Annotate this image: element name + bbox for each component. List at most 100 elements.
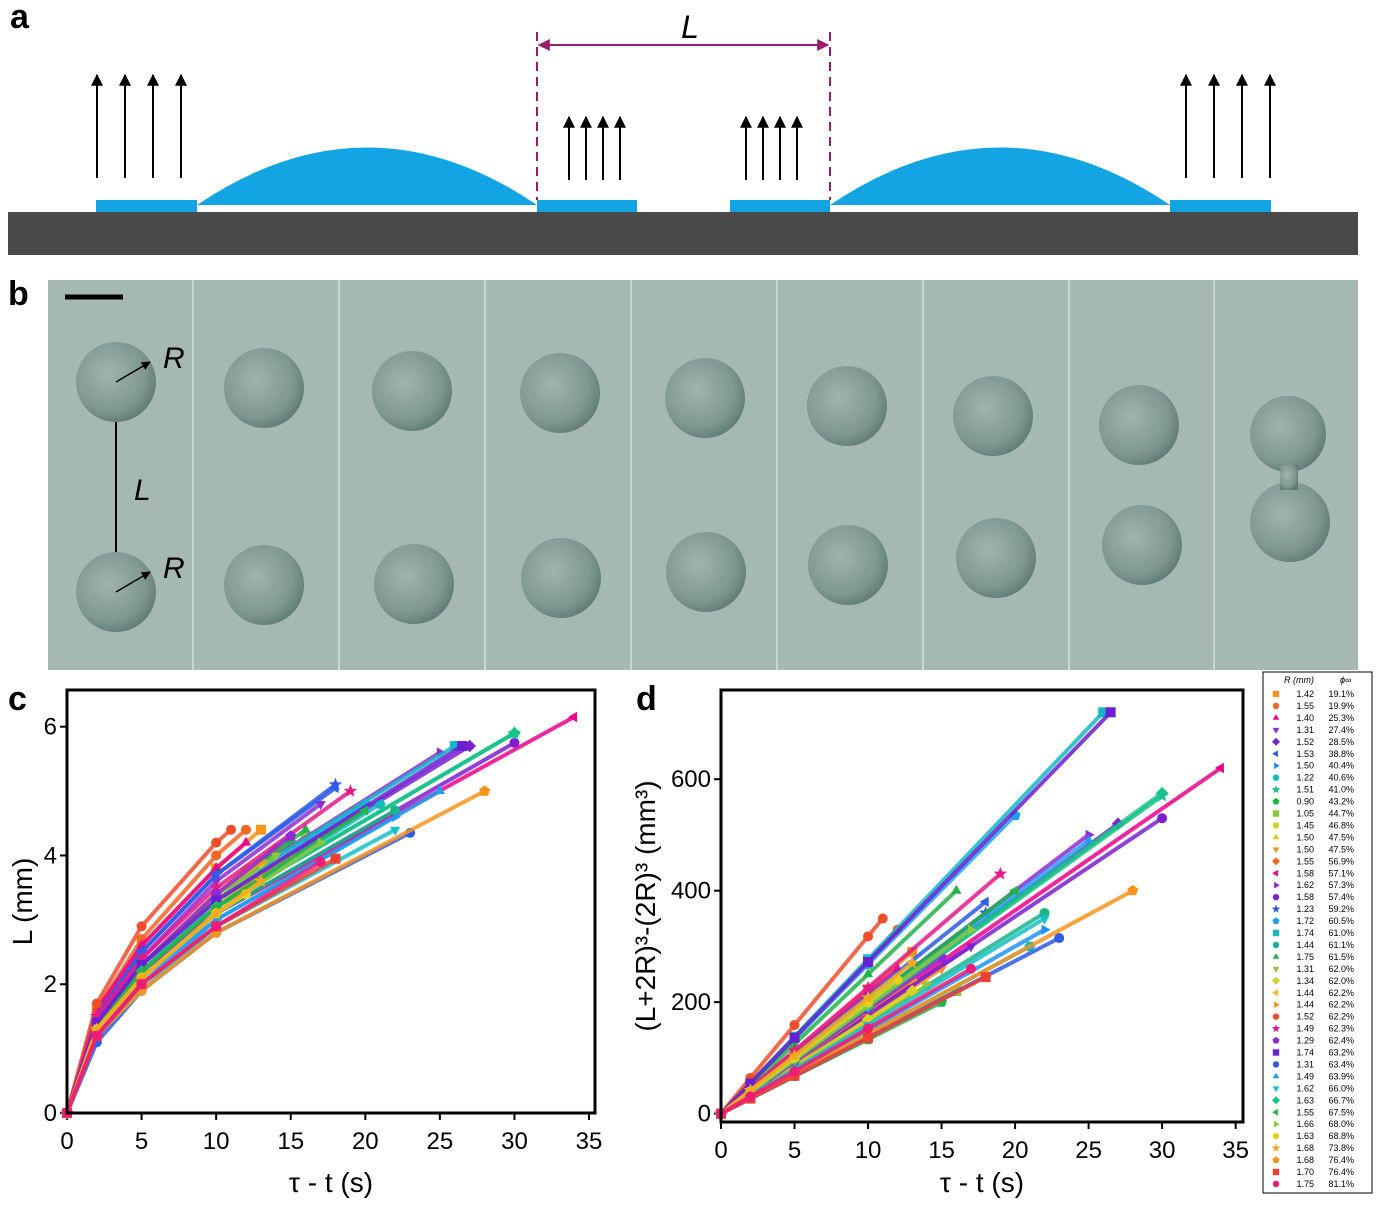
panel-label: c	[8, 680, 27, 718]
marker	[1105, 707, 1116, 718]
legend-phi: 57.1%	[1328, 868, 1354, 878]
y-tick-label: 200	[671, 989, 711, 1016]
legend-phi: 63.4%	[1328, 1059, 1354, 1069]
x-axis-label: τ - t (s)	[289, 1167, 373, 1198]
legend-phi: 63.2%	[1328, 1048, 1354, 1058]
legend-marker	[1272, 941, 1280, 949]
legend-r: 1.05	[1296, 809, 1314, 819]
legend-phi: 44.7%	[1328, 809, 1354, 819]
x-tick-label: 5	[788, 1137, 801, 1164]
legend-r: 1.44	[1296, 988, 1314, 998]
photo-sequence: R L R b	[8, 275, 1358, 670]
legend-marker	[1272, 833, 1280, 840]
x-tick-label: 10	[855, 1137, 882, 1164]
legend-marker	[1272, 893, 1280, 901]
panel-label: d	[636, 680, 657, 718]
legend-marker	[1272, 847, 1280, 854]
marker	[568, 711, 578, 723]
marker	[270, 852, 281, 862]
legend-marker	[1272, 737, 1280, 746]
marker	[877, 913, 888, 924]
legend-r: 1.44	[1296, 1000, 1314, 1010]
legend-phi: 62.0%	[1328, 976, 1354, 986]
substrate	[8, 212, 1358, 255]
series-line	[65, 802, 367, 1114]
legend-r: 1.74	[1296, 1048, 1314, 1058]
series-line	[719, 710, 1113, 1115]
legend-phi: 60.5%	[1328, 916, 1354, 926]
marker	[211, 837, 222, 848]
x-tick-label: 15	[277, 1128, 304, 1155]
marker	[789, 1032, 800, 1043]
legend-marker	[1272, 976, 1280, 985]
legend-header: ϕ∞	[1340, 675, 1351, 685]
radius-label: R	[163, 552, 185, 585]
legend-r: 1.55	[1296, 701, 1314, 711]
legend-marker	[1272, 953, 1280, 959]
y-tick-label: 0	[698, 1101, 711, 1128]
legend-marker	[1272, 929, 1280, 937]
x-tick-label: 15	[928, 1137, 955, 1164]
legend-r: 1.29	[1296, 1036, 1314, 1046]
legend-marker	[1274, 881, 1280, 889]
legend-r: 1.75	[1296, 952, 1314, 962]
film	[730, 200, 830, 213]
marker	[240, 836, 252, 846]
legend-r: 1.74	[1296, 928, 1314, 938]
legend-phi: 47.5%	[1328, 832, 1354, 842]
legend-phi: 40.4%	[1328, 761, 1354, 771]
legend-phi: 61.5%	[1328, 952, 1354, 962]
legend-phi: 56.9%	[1328, 856, 1354, 866]
legend-phi: 28.5%	[1328, 737, 1354, 747]
legend-phi: 81.1%	[1328, 1179, 1354, 1189]
legend-r: 1.34	[1296, 976, 1314, 986]
marker	[508, 726, 521, 740]
marker	[315, 856, 326, 867]
x-tick-label: 20	[1002, 1137, 1029, 1164]
marker	[136, 939, 147, 949]
legend-r: 1.52	[1296, 1012, 1314, 1022]
legend-marker	[1272, 797, 1280, 805]
marker	[209, 867, 223, 881]
legend-marker	[1272, 1049, 1280, 1056]
legend-r: 1.23	[1296, 904, 1314, 914]
legend-phi: 76.4%	[1328, 1167, 1354, 1177]
marker	[787, 1048, 802, 1062]
y-tick-label: 600	[671, 766, 711, 793]
legend-phi: 47.5%	[1328, 844, 1354, 854]
legend-r: 1.62	[1296, 880, 1314, 890]
marker	[1039, 907, 1050, 918]
legend-phi: 62.4%	[1328, 1036, 1354, 1046]
droplets	[76, 342, 1330, 632]
legend-r: 1.68	[1296, 1143, 1314, 1153]
legend-r: 1.45	[1296, 820, 1314, 830]
legend-phi: 62.2%	[1328, 988, 1354, 998]
x-tick-label: 0	[714, 1137, 727, 1164]
legend-marker	[1272, 1108, 1278, 1116]
marker	[330, 853, 341, 864]
marker	[863, 1032, 874, 1043]
legend-marker	[1272, 822, 1280, 829]
marker	[226, 824, 237, 835]
radius-arrow	[115, 571, 151, 593]
x-tick-label: 0	[60, 1128, 73, 1155]
legend-marker	[1272, 989, 1278, 997]
evaporation-arrows	[91, 73, 1276, 180]
marker	[254, 874, 268, 887]
marker	[211, 862, 222, 872]
marker	[134, 951, 149, 965]
legend: R (mm) ϕ∞ 1.42 19.1% 1.55 19.9% 1.40 25.3% 1.31 2…	[1262, 671, 1373, 1194]
radius-label: R	[163, 342, 185, 375]
marker	[863, 957, 874, 968]
dimension-label: L	[681, 9, 699, 45]
legend-marker	[1272, 966, 1280, 973]
y-tick-label: 2	[44, 971, 57, 998]
marker	[134, 945, 149, 958]
marker	[509, 737, 520, 748]
legend-r: 1.49	[1296, 1071, 1314, 1081]
legend-r: 1.31	[1296, 964, 1314, 974]
legend-r: 1.63	[1296, 1131, 1314, 1141]
series-line	[719, 966, 973, 1116]
legend-r: 1.50	[1296, 832, 1314, 842]
legend-phi: 41.0%	[1328, 785, 1354, 795]
